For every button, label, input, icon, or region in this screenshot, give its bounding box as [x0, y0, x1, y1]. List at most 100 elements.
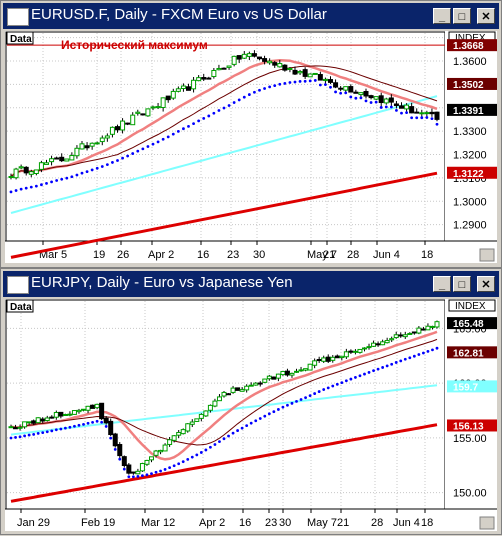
candle — [221, 67, 227, 70]
title-bar[interactable]: EURJPY, Daily - Euro vs Japanese Yen _ □… — [3, 271, 499, 297]
sar-dot — [65, 176, 69, 180]
candle — [371, 342, 377, 347]
x-tick-label: Mar 12 — [141, 517, 175, 529]
x-tick-label: Apr 2 — [148, 249, 174, 261]
sar-dot — [73, 424, 76, 428]
y-tick-label: 150.00 — [453, 488, 487, 500]
moving-average-dark — [10, 338, 438, 446]
price-tag-label: 1.3502 — [453, 80, 484, 91]
candle — [13, 168, 19, 179]
candle — [284, 370, 290, 376]
sar-dot — [293, 80, 297, 84]
sar-dot — [263, 414, 267, 418]
index-tag — [448, 299, 496, 312]
moving-average-cyan — [10, 95, 438, 214]
sar-dot — [374, 100, 378, 104]
minimize-button[interactable]: _ — [433, 276, 451, 292]
candle — [357, 348, 363, 353]
sar-dot — [212, 111, 216, 115]
sar-dot — [372, 369, 375, 373]
candle — [58, 411, 64, 417]
candle — [393, 103, 399, 106]
sar-dot — [127, 475, 131, 479]
candle — [393, 334, 399, 339]
candle — [312, 72, 318, 75]
sar-dot — [29, 185, 33, 189]
candle — [23, 166, 29, 174]
candle — [126, 464, 132, 474]
sar-dot — [359, 96, 363, 100]
price-tag-label: 1.3391 — [453, 106, 484, 117]
candle — [145, 108, 151, 117]
candle — [59, 156, 65, 162]
minimize-button[interactable]: _ — [433, 8, 451, 24]
candle — [191, 79, 197, 90]
sar-dot — [363, 372, 366, 376]
candle — [189, 421, 195, 425]
close-button[interactable]: ✕ — [477, 276, 495, 292]
chart-app-icon — [7, 8, 29, 26]
x-tick-label: 16 — [197, 249, 209, 261]
candle — [358, 92, 364, 96]
sar-dot — [9, 190, 13, 194]
candle — [321, 357, 327, 362]
sar-dot — [299, 398, 303, 401]
candle — [231, 55, 237, 65]
candle — [275, 373, 281, 379]
sar-dot — [415, 116, 419, 120]
eurusd-plot[interactable]: 1.37001.36001.35001.34001.33001.32001.31… — [5, 31, 497, 263]
price-tag — [447, 39, 497, 52]
sar-dot — [258, 88, 261, 92]
sar-dot — [60, 177, 64, 181]
candle — [40, 418, 46, 422]
sar-dot — [417, 353, 421, 356]
sar-dot — [197, 119, 201, 123]
sar-dot — [400, 111, 403, 115]
sar-dot — [364, 99, 368, 103]
sar-dot — [181, 460, 185, 464]
maximize-button[interactable]: □ — [453, 8, 471, 24]
sar-dot — [95, 419, 99, 423]
sar-dot — [263, 87, 266, 90]
sar-dot — [207, 114, 211, 118]
sar-dot — [68, 425, 72, 429]
sar-dot — [249, 421, 253, 425]
sar-dot — [313, 79, 317, 82]
candle — [13, 427, 19, 430]
title-bar[interactable]: EURUSD.F, Daily - FXCM Euro vs US Dollar… — [3, 3, 499, 29]
x-tick-label: Feb 19 — [81, 517, 115, 529]
candle — [409, 106, 415, 114]
maximize-button[interactable]: □ — [453, 276, 471, 292]
sar-dot — [80, 171, 84, 175]
price-tag — [447, 77, 497, 90]
candle — [366, 346, 372, 349]
candle — [85, 405, 91, 411]
price-tag-label: 1.3122 — [453, 169, 484, 180]
sar-dot — [227, 434, 230, 438]
candle — [378, 95, 384, 104]
close-button[interactable]: ✕ — [477, 8, 495, 24]
candle — [18, 166, 24, 169]
candle — [253, 382, 259, 386]
price-tag-label: 1.3668 — [453, 41, 484, 52]
candle — [135, 111, 141, 114]
index-tag-label: INDEX — [455, 301, 486, 312]
sar-dot — [141, 474, 144, 478]
x-tick-label: 21 — [337, 517, 349, 529]
candle — [416, 327, 422, 334]
sar-dot — [159, 469, 162, 473]
sar-dot — [303, 79, 307, 83]
candle — [375, 343, 381, 346]
sar-dot — [136, 474, 140, 478]
sar-dot — [23, 434, 26, 438]
candle — [236, 55, 242, 60]
x-tick-label: Mar 5 — [39, 249, 67, 261]
candle — [334, 355, 340, 359]
candle — [90, 404, 96, 409]
candle — [339, 355, 345, 359]
candle — [298, 369, 304, 372]
sar-dot — [339, 91, 343, 95]
candle — [272, 62, 278, 66]
sar-dot — [59, 427, 63, 431]
